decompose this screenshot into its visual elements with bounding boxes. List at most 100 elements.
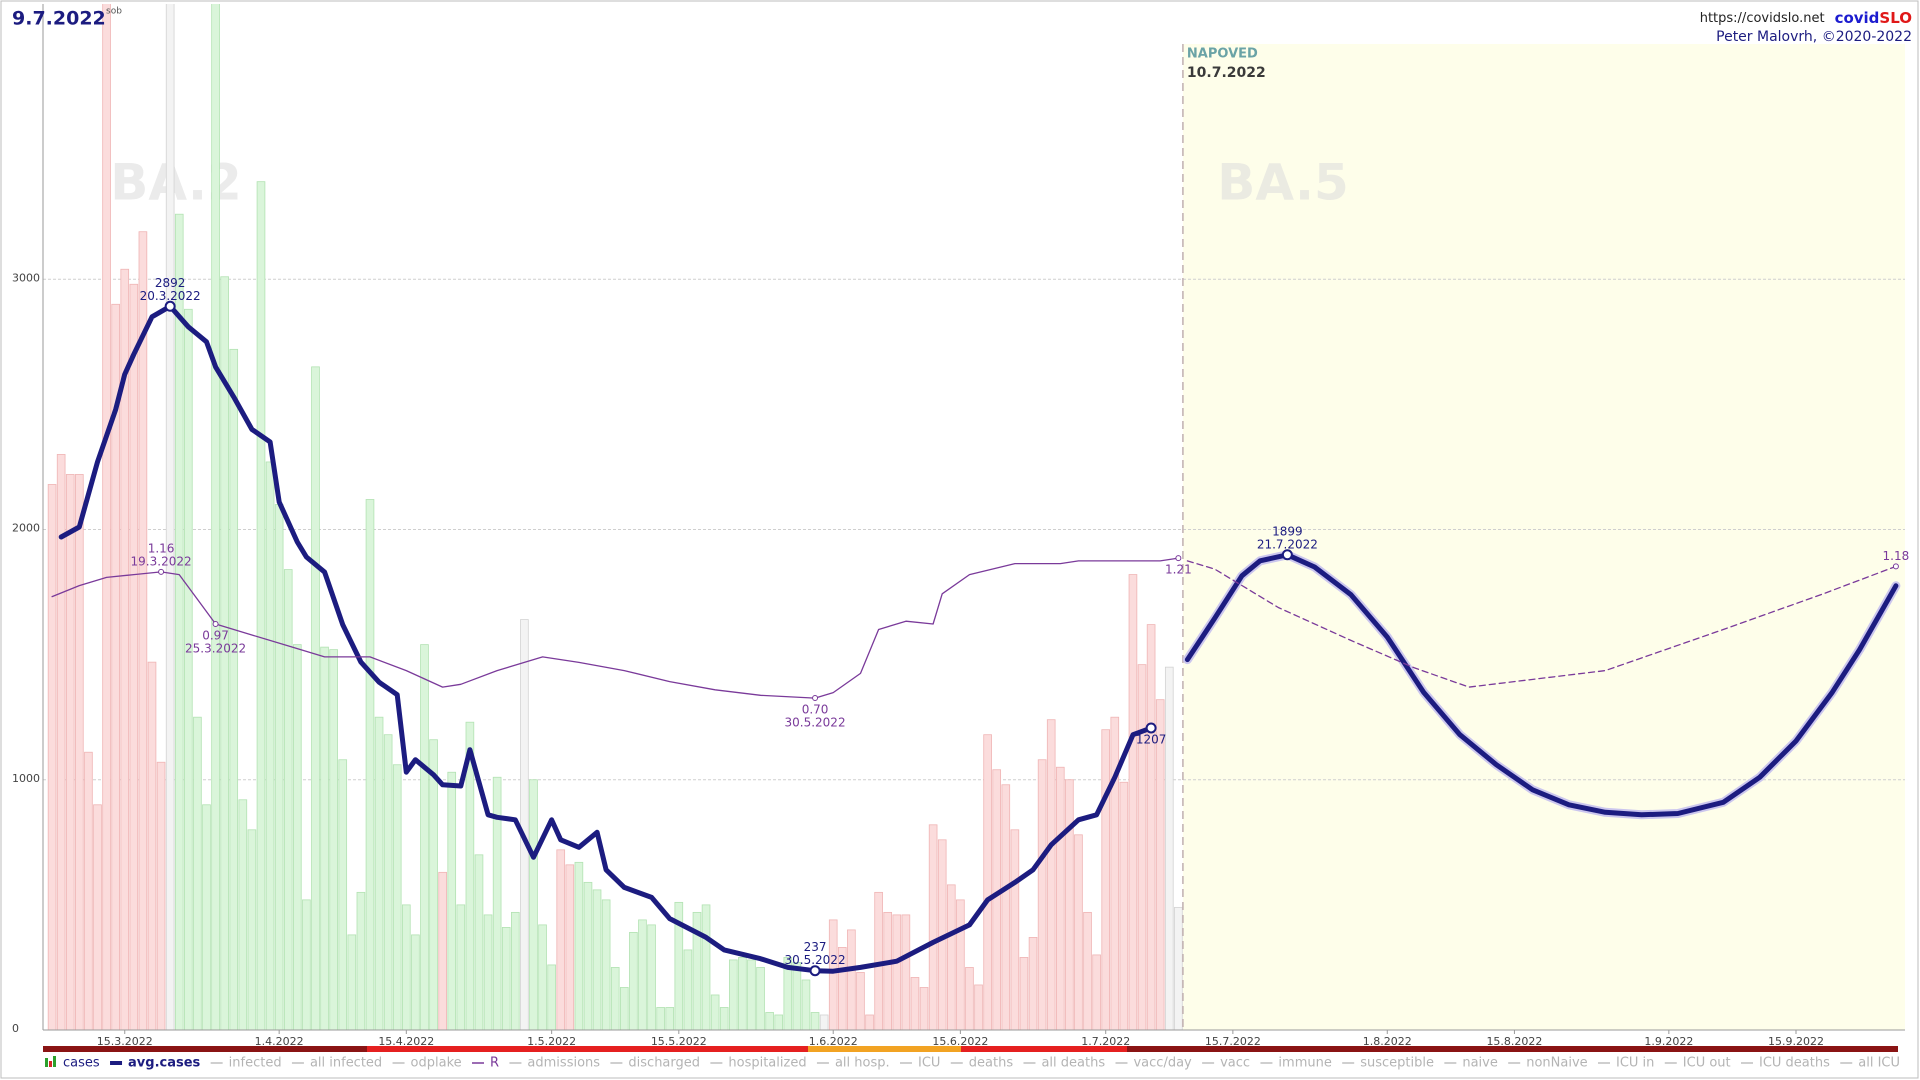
legend-item[interactable]: vacc/day bbox=[1115, 1056, 1192, 1071]
strip-segment bbox=[961, 1046, 1127, 1052]
legend-item[interactable]: all infected bbox=[291, 1056, 382, 1071]
legend-item[interactable]: ICU deaths bbox=[1741, 1056, 1830, 1071]
bar bbox=[819, 1014, 829, 1030]
bar bbox=[529, 779, 538, 1030]
bar bbox=[592, 889, 602, 1030]
bar bbox=[320, 646, 329, 1030]
bar bbox=[692, 911, 702, 1030]
annotation-value: 0.97 bbox=[202, 628, 229, 642]
bar bbox=[311, 366, 320, 1030]
legend-item[interactable]: vacc bbox=[1202, 1056, 1250, 1071]
bar bbox=[402, 904, 411, 1030]
bar bbox=[983, 734, 992, 1030]
bar bbox=[120, 268, 130, 1030]
bar bbox=[556, 849, 566, 1030]
bar bbox=[111, 303, 120, 1030]
legend-item[interactable]: ICU bbox=[899, 1056, 940, 1071]
x-tick-label: 1.9.2022 bbox=[1644, 1035, 1693, 1048]
bar bbox=[1083, 911, 1092, 1030]
legend-item[interactable]: cases bbox=[45, 1056, 100, 1071]
legend-icon bbox=[53, 1056, 56, 1067]
author: Peter Malovrh, ©2020-2022 bbox=[1716, 29, 1912, 45]
bar bbox=[683, 949, 693, 1030]
bar bbox=[392, 764, 402, 1030]
bar bbox=[765, 1012, 774, 1030]
annotation-layer: 289220.3.202223730.5.20221207189921.7.20… bbox=[131, 276, 1909, 977]
bar bbox=[211, 4, 220, 1030]
legend: cases avg.cases infected all infected odplak… bbox=[45, 1056, 1900, 1071]
legend-item[interactable]: avg.cases bbox=[110, 1056, 201, 1071]
bar bbox=[719, 1007, 729, 1030]
annotation-date: 25.3.2022 bbox=[185, 641, 246, 655]
legend-icon bbox=[49, 1061, 52, 1067]
legend-item[interactable]: immune bbox=[1260, 1056, 1332, 1071]
legend-label: odplake bbox=[411, 1056, 462, 1071]
legend-item[interactable]: deaths bbox=[950, 1056, 1014, 1071]
bar bbox=[1065, 779, 1074, 1030]
legend-item[interactable]: ICU in bbox=[1598, 1056, 1654, 1071]
bar bbox=[420, 644, 429, 1030]
point-marker bbox=[158, 568, 165, 575]
bar bbox=[229, 348, 239, 1030]
legend-label: nonNaive bbox=[1526, 1056, 1587, 1071]
legend-item[interactable]: susceptible bbox=[1342, 1056, 1434, 1071]
legend-item[interactable]: all deaths bbox=[1023, 1056, 1105, 1071]
legend-item[interactable]: admissions bbox=[509, 1056, 600, 1071]
bar bbox=[492, 776, 502, 1030]
legend-item[interactable]: naive bbox=[1444, 1056, 1498, 1071]
annotation-date: 21.7.2022 bbox=[1257, 537, 1318, 551]
bar bbox=[674, 901, 684, 1030]
y-tick-label: 0 bbox=[12, 1022, 19, 1035]
bar bbox=[247, 829, 257, 1030]
point-marker bbox=[812, 695, 819, 702]
lines-layer bbox=[51, 303, 1901, 974]
bar bbox=[774, 1014, 784, 1030]
bar bbox=[1037, 759, 1047, 1030]
legend-item[interactable]: R bbox=[472, 1056, 499, 1071]
bar bbox=[156, 761, 166, 1030]
point-marker bbox=[212, 620, 219, 627]
bar bbox=[828, 919, 838, 1030]
bar bbox=[202, 804, 211, 1030]
chart-title: 9.7.2022 bbox=[12, 8, 106, 30]
annotation-date: 19.3.2022 bbox=[131, 554, 192, 568]
bar bbox=[874, 891, 883, 1030]
bar bbox=[1174, 906, 1183, 1030]
x-tick-label: 15.3.2022 bbox=[97, 1035, 153, 1048]
status-strip bbox=[43, 1046, 1898, 1052]
bar bbox=[1119, 781, 1129, 1030]
legend-item[interactable]: all ICU bbox=[1840, 1056, 1900, 1071]
legend-item[interactable]: odplake bbox=[392, 1056, 462, 1071]
legend-label: infected bbox=[229, 1056, 282, 1071]
legend-label: ICU bbox=[918, 1056, 940, 1071]
bar bbox=[184, 308, 193, 1030]
bar bbox=[102, 4, 111, 1030]
bar bbox=[238, 799, 248, 1030]
legend-label: admissions bbox=[527, 1056, 600, 1071]
legend-item[interactable]: nonNaive bbox=[1508, 1056, 1588, 1071]
bar bbox=[165, 4, 175, 1030]
bar bbox=[302, 899, 311, 1030]
bar bbox=[129, 283, 139, 1030]
legend-item[interactable]: all hosp. bbox=[816, 1056, 890, 1071]
legend-item[interactable]: infected bbox=[210, 1056, 282, 1071]
bar bbox=[147, 661, 157, 1030]
legend-item[interactable]: ICU out bbox=[1664, 1056, 1731, 1071]
legend-label: ICU in bbox=[1616, 1056, 1654, 1071]
background-layer bbox=[1182, 44, 1905, 1030]
legend-label: ICU out bbox=[1683, 1056, 1731, 1071]
bar bbox=[1092, 954, 1101, 1030]
bar bbox=[1164, 666, 1174, 1030]
y-tick-label: 1000 bbox=[12, 772, 40, 785]
bar bbox=[1019, 957, 1029, 1030]
legend-item[interactable]: discharged bbox=[610, 1056, 700, 1071]
bar bbox=[47, 484, 57, 1030]
x-tick-label: 15.7.2022 bbox=[1205, 1035, 1261, 1048]
bar bbox=[747, 959, 756, 1030]
legend-item[interactable]: hospitalized bbox=[710, 1056, 807, 1071]
bar bbox=[892, 914, 902, 1030]
bar bbox=[465, 721, 475, 1030]
annotation-date: 30.5.2022 bbox=[785, 716, 846, 730]
annotation-value: 1.21 bbox=[1165, 563, 1192, 577]
